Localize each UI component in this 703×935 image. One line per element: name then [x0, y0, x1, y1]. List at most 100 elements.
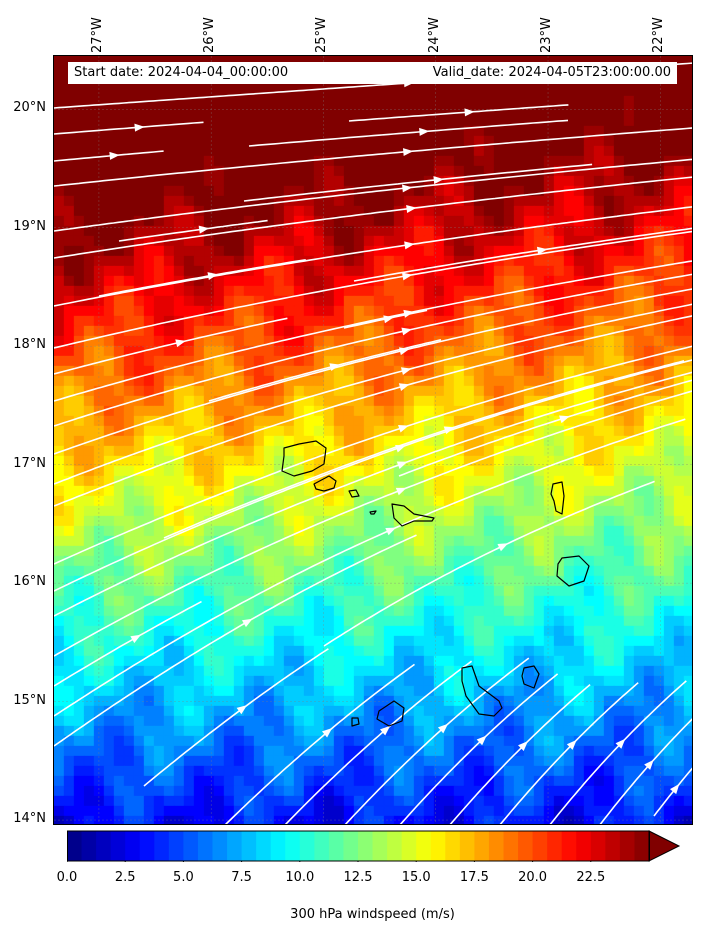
speed-cell	[413, 715, 425, 727]
speed-cell	[663, 505, 675, 517]
speed-cell	[83, 535, 95, 547]
speed-cell	[663, 705, 675, 717]
speed-cell	[103, 435, 115, 447]
speed-cell	[353, 95, 365, 107]
speed-cell	[273, 105, 285, 117]
speed-cell	[54, 165, 65, 177]
speed-cell	[553, 635, 565, 647]
speed-cell	[303, 265, 315, 277]
speed-cell	[153, 715, 165, 727]
speed-cell	[163, 85, 175, 97]
speed-cell	[153, 685, 165, 697]
speed-cell	[133, 695, 145, 707]
speed-cell	[113, 305, 125, 317]
speed-cell	[133, 315, 145, 327]
speed-cell	[363, 95, 375, 107]
speed-cell	[353, 665, 365, 677]
speed-cell	[503, 595, 515, 607]
speed-cell	[123, 505, 135, 517]
speed-cell	[593, 145, 605, 157]
speed-cell	[143, 185, 155, 197]
speed-cell	[183, 385, 195, 397]
speed-cell	[463, 535, 475, 547]
speed-cell	[533, 95, 545, 107]
speed-cell	[73, 395, 85, 407]
speed-cell	[73, 445, 85, 457]
speed-cell	[63, 275, 75, 287]
speed-cell	[623, 285, 635, 297]
speed-cell	[363, 705, 375, 717]
speed-cell	[303, 195, 315, 207]
speed-cell	[54, 195, 65, 207]
speed-cell	[423, 95, 435, 107]
speed-cell	[473, 585, 485, 597]
speed-cell	[533, 615, 545, 627]
speed-cell	[493, 185, 505, 197]
speed-cell	[533, 645, 545, 657]
speed-cell	[343, 405, 355, 417]
speed-cell	[163, 395, 175, 407]
speed-cell	[303, 275, 315, 287]
speed-cell	[143, 195, 155, 207]
speed-cell	[403, 775, 415, 787]
speed-cell	[503, 125, 515, 137]
speed-cell	[54, 765, 65, 777]
speed-cell	[353, 655, 365, 667]
speed-cell	[543, 175, 555, 187]
speed-cell	[83, 795, 95, 807]
speed-cell	[593, 475, 605, 487]
speed-cell	[493, 585, 505, 597]
speed-cell	[123, 165, 135, 177]
speed-cell	[643, 595, 655, 607]
speed-cell	[513, 705, 525, 717]
speed-cell	[163, 145, 175, 157]
speed-cell	[63, 205, 75, 217]
speed-cell	[123, 765, 135, 777]
speed-cell	[333, 405, 345, 417]
speed-cell	[563, 495, 575, 507]
speed-cell	[383, 475, 395, 487]
speed-cell	[413, 665, 425, 677]
speed-cell	[73, 325, 85, 337]
speed-cell	[213, 185, 225, 197]
speed-cell	[253, 525, 265, 537]
speed-cell	[103, 485, 115, 497]
speed-cell	[233, 395, 245, 407]
speed-cell	[83, 605, 95, 617]
speed-cell	[54, 545, 65, 557]
speed-cell	[293, 105, 305, 117]
speed-cell	[653, 555, 665, 567]
speed-cell	[273, 245, 285, 257]
speed-cell	[653, 525, 665, 537]
speed-cell	[343, 795, 355, 807]
speed-cell	[403, 635, 415, 647]
speed-cell	[633, 545, 645, 557]
speed-cell	[653, 685, 665, 697]
speed-cell	[463, 515, 475, 527]
speed-cell	[443, 125, 455, 137]
speed-cell	[333, 675, 345, 687]
speed-cell	[623, 245, 635, 257]
speed-cell	[533, 815, 545, 824]
speed-cell	[113, 755, 125, 767]
speed-cell	[293, 815, 305, 824]
speed-cell	[263, 665, 275, 677]
speed-cell	[243, 645, 255, 657]
speed-cell	[323, 145, 335, 157]
speed-cell	[333, 115, 345, 127]
speed-cell	[223, 675, 235, 687]
speed-cell	[683, 565, 692, 577]
speed-cell	[323, 525, 335, 537]
speed-cell	[223, 105, 235, 117]
speed-cell	[313, 375, 325, 387]
speed-cell	[293, 485, 305, 497]
speed-cell	[443, 695, 455, 707]
speed-cell	[93, 795, 105, 807]
speed-cell	[383, 235, 395, 247]
speed-cell	[683, 465, 692, 477]
speed-cell	[543, 655, 555, 667]
speed-cell	[63, 225, 75, 237]
speed-cell	[593, 675, 605, 687]
speed-cell	[223, 685, 235, 697]
speed-cell	[123, 725, 135, 737]
